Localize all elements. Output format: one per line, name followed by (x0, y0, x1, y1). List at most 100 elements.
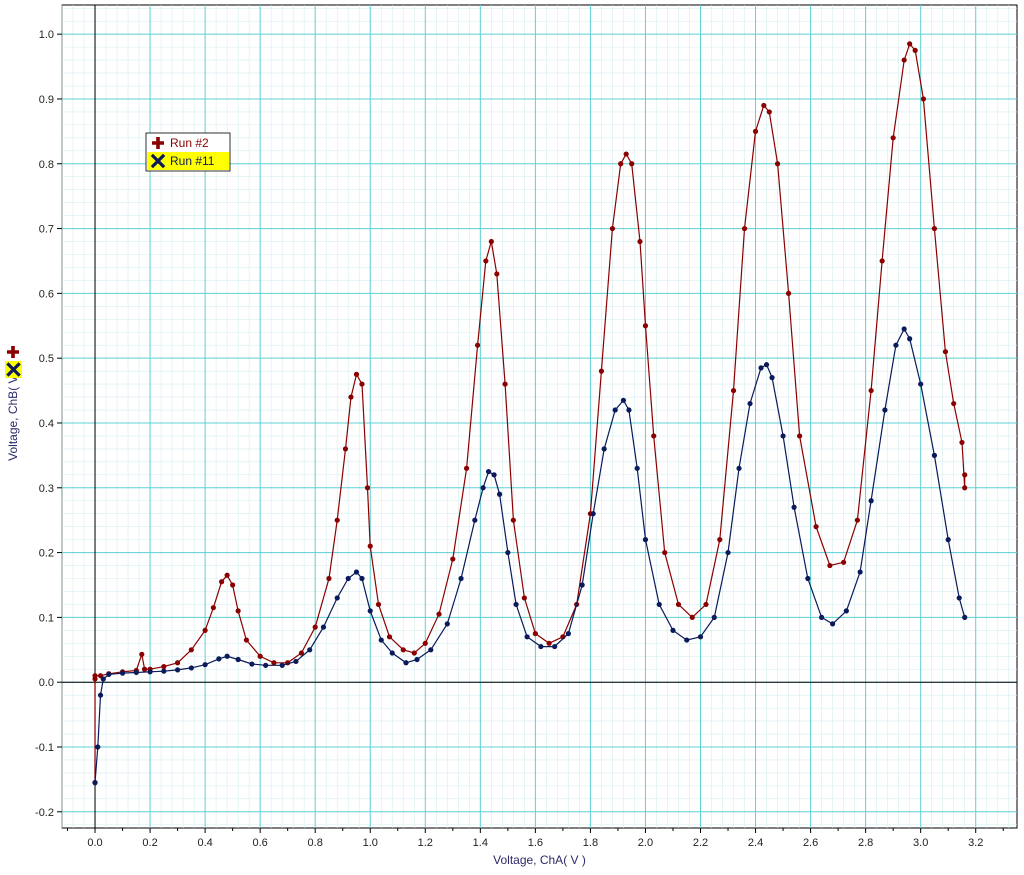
data-point (931, 452, 938, 458)
data-point (538, 643, 544, 650)
data-point (378, 637, 384, 643)
data-point (907, 336, 913, 342)
data-point (670, 627, 676, 633)
data-point (780, 433, 786, 439)
data-point (359, 381, 365, 387)
data-point (841, 559, 847, 565)
y-tick-label: 0.8 (39, 159, 54, 171)
data-point (642, 537, 649, 543)
data-point (901, 57, 907, 63)
x-axis-ticks: 0.0 0.2 0.4 0.6 0.8 1.0 1.2 1.4 1.6 1.8 2.0 2.2 2.4 2… (67, 828, 1004, 849)
data-point (485, 468, 492, 475)
data-point (359, 575, 365, 582)
data-point (656, 601, 662, 608)
data-point (920, 96, 927, 102)
legend-entry-run-11: Run #11 (147, 152, 229, 170)
data-point (945, 537, 951, 543)
data-point (901, 326, 907, 332)
data-point (97, 692, 104, 698)
plus-icon (152, 137, 164, 149)
data-point (298, 650, 305, 656)
data-point (345, 575, 351, 582)
y-tick-label: 0.4 (39, 418, 54, 430)
data-point (403, 660, 409, 666)
data-point (565, 630, 571, 637)
x-tick-label: 1.4 (473, 837, 488, 849)
x-tick-label: 0.4 (197, 837, 212, 849)
data-point (224, 572, 230, 578)
data-point (868, 498, 874, 504)
data-point (444, 621, 450, 627)
data-point (502, 381, 508, 387)
data-point (830, 621, 836, 627)
x-tick-label: 0.8 (308, 837, 323, 849)
data-point (141, 666, 148, 672)
data-point (882, 407, 888, 413)
data-point (235, 656, 241, 663)
data-point (524, 634, 530, 640)
x-tick-label: 0.6 (253, 837, 268, 849)
data-point (249, 661, 255, 667)
data-point (598, 368, 605, 374)
y-axis-title: Voltage, ChB( V ) (6, 368, 20, 461)
data-point (612, 407, 618, 413)
data-point (224, 653, 230, 659)
data-point (813, 524, 819, 530)
data-point (579, 582, 585, 588)
y-axis-ticks: -0.2 -0.1 0.0 0.1 0.2 0.3 0.4 0.5 0.6 0.7 0.8 0.9 1.… (35, 29, 62, 819)
y-tick-label: 0.9 (39, 94, 54, 106)
x-tick-label: 0.2 (142, 837, 157, 849)
data-point (662, 549, 668, 556)
data-point (279, 662, 285, 668)
data-point (100, 676, 106, 682)
data-point (513, 601, 519, 608)
data-point (92, 780, 98, 786)
data-point (210, 605, 216, 611)
data-point (119, 670, 126, 676)
data-point (697, 634, 704, 640)
y-tick-label: 0.6 (39, 288, 54, 300)
data-point (202, 627, 208, 633)
data-point (463, 465, 470, 471)
y-tick-label: 0.3 (39, 483, 54, 495)
data-point (422, 640, 428, 646)
data-point (474, 342, 481, 348)
data-point (703, 601, 709, 608)
legend-entry-run-2: Run #2 (152, 136, 209, 150)
x-tick-label: 2.0 (638, 837, 653, 849)
data-point (857, 569, 863, 575)
data-point (161, 668, 167, 674)
data-point (494, 271, 500, 277)
plus-icon (7, 346, 19, 359)
data-point (752, 128, 759, 134)
legend-label: Run #11 (170, 154, 215, 168)
data-point (747, 400, 753, 407)
x-icon (150, 153, 166, 169)
data-point (436, 611, 442, 617)
x-tick-label: 1.8 (583, 837, 598, 849)
data-point (689, 614, 695, 620)
data-point (843, 608, 849, 614)
y-tick-label: 0.1 (39, 612, 54, 624)
data-point (491, 472, 497, 478)
data-point (879, 258, 885, 264)
data-point (590, 511, 596, 517)
data-point (326, 575, 332, 582)
data-point (791, 504, 797, 510)
x-axis-title: Voltage, ChA( V ) (493, 853, 586, 867)
data-point (532, 630, 538, 637)
data-point (601, 446, 607, 452)
data-point (263, 662, 269, 668)
data-point (188, 665, 194, 671)
data-point (962, 485, 968, 491)
y-tick-label: 0.0 (39, 677, 54, 689)
data-point (510, 517, 516, 523)
data-point (293, 658, 299, 665)
data-point (827, 562, 833, 569)
data-point (450, 556, 456, 562)
data-point (480, 485, 486, 491)
data-point (521, 595, 527, 601)
data-point (763, 362, 770, 368)
data-point (684, 637, 690, 643)
major-grid (62, 5, 1017, 828)
